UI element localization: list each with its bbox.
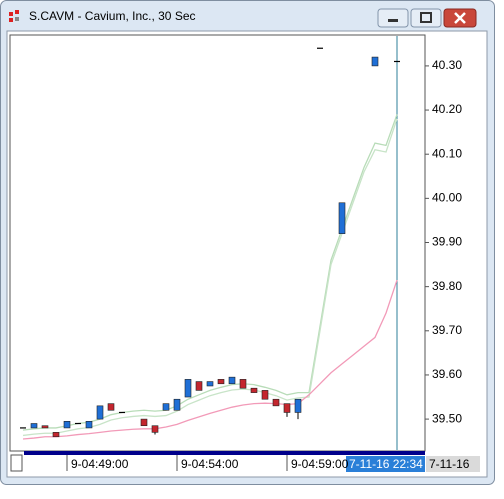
candle-body bbox=[107, 403, 115, 411]
candle-body bbox=[217, 379, 225, 385]
close-button[interactable] bbox=[443, 8, 477, 28]
candle-body bbox=[272, 398, 280, 407]
y-tick-label: 40.20 bbox=[432, 102, 462, 116]
scroll-box[interactable] bbox=[10, 454, 23, 472]
x-tick-label: 9-04:59:00 bbox=[291, 457, 349, 471]
candle-body bbox=[206, 381, 214, 387]
indicator-line bbox=[22, 118, 398, 437]
minimize-button[interactable] bbox=[377, 8, 409, 28]
candle-body bbox=[294, 398, 302, 413]
cursor-time-box bbox=[346, 456, 425, 472]
x-tick-label: 9-04:54:00 bbox=[181, 457, 239, 471]
y-tick-label: 39.70 bbox=[432, 323, 462, 337]
candle-body bbox=[195, 381, 203, 391]
candle-body bbox=[63, 421, 71, 429]
candle-body bbox=[30, 423, 38, 429]
y-tick-label: 39.60 bbox=[432, 367, 462, 381]
candle-body bbox=[96, 405, 104, 420]
candle-body bbox=[151, 425, 159, 433]
indicator-line bbox=[22, 279, 398, 440]
candle-body bbox=[239, 379, 247, 389]
app-icon bbox=[9, 10, 19, 22]
plot-area bbox=[9, 34, 426, 452]
window-title: S.CAVM - Cavium, Inc., 30 Sec bbox=[29, 9, 196, 23]
x-tick-label: 9-04:49:00 bbox=[71, 457, 129, 471]
candle-body bbox=[162, 403, 170, 411]
date-box bbox=[426, 456, 480, 472]
y-tick-label: 39.50 bbox=[432, 411, 462, 425]
date-label: 7-11-16 bbox=[429, 457, 470, 471]
candle-body bbox=[173, 398, 181, 411]
y-tick-label: 39.90 bbox=[432, 235, 462, 249]
time-bar bbox=[24, 451, 425, 455]
candle-body bbox=[283, 403, 291, 413]
candle-body bbox=[85, 421, 93, 429]
candle-body bbox=[261, 390, 269, 400]
maximize-button[interactable] bbox=[410, 8, 442, 28]
indicator-line bbox=[22, 114, 398, 431]
cursor-time-label: 7-11-16 22:34 bbox=[349, 457, 423, 471]
candle-body bbox=[41, 425, 49, 429]
candle-body bbox=[228, 376, 236, 385]
candle-body bbox=[184, 379, 192, 398]
y-tick-label: 40.10 bbox=[432, 146, 462, 160]
candle-body bbox=[371, 56, 379, 67]
y-tick-label: 39.80 bbox=[432, 279, 462, 293]
candle-body bbox=[52, 432, 60, 438]
candle-body bbox=[338, 202, 346, 234]
candle-body bbox=[250, 387, 258, 393]
y-tick-label: 40.30 bbox=[432, 58, 462, 72]
y-tick-label: 40.00 bbox=[432, 191, 462, 205]
candle-body bbox=[140, 418, 148, 427]
